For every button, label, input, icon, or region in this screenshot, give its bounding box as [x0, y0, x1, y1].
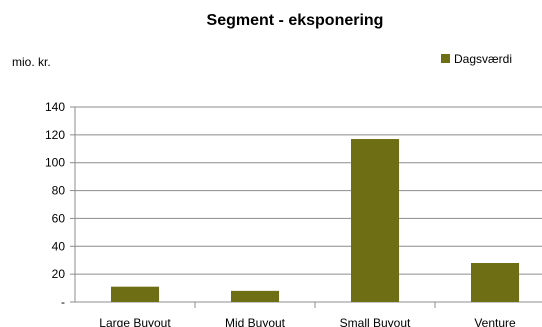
x-category-label: Mid Buyout	[225, 316, 286, 327]
y-tick-label: -	[61, 295, 65, 309]
legend-label: Dagsværdi	[454, 52, 512, 66]
bar-venture	[471, 263, 519, 302]
bar-large-buyout	[111, 286, 159, 302]
bar-small-buyout	[351, 139, 399, 302]
x-category-label: Large Buyout	[99, 316, 171, 327]
y-tick-label: 140	[45, 100, 65, 114]
legend-swatch	[441, 54, 450, 63]
bar-mid-buyout	[231, 290, 279, 302]
grid-layer	[75, 106, 542, 303]
y-tick-label: 100	[45, 156, 65, 170]
x-category-label: Venture	[474, 316, 516, 327]
x-category-label: Small Buyout	[340, 316, 411, 327]
y-tick-label: 20	[52, 267, 66, 281]
chart-title: Segment - eksponering	[207, 12, 384, 29]
y-tick-label: 40	[52, 239, 66, 253]
y-tick-label: 80	[52, 184, 66, 198]
y-axis-unit-label: mio. kr.	[12, 55, 51, 69]
y-tick-label: 60	[52, 211, 66, 225]
bar-layer	[111, 139, 519, 302]
y-tick-label: 120	[45, 128, 65, 142]
label-layer: - 20 40 60 80 100 120 140 Large Buyout Mid Buyout…	[45, 100, 516, 327]
